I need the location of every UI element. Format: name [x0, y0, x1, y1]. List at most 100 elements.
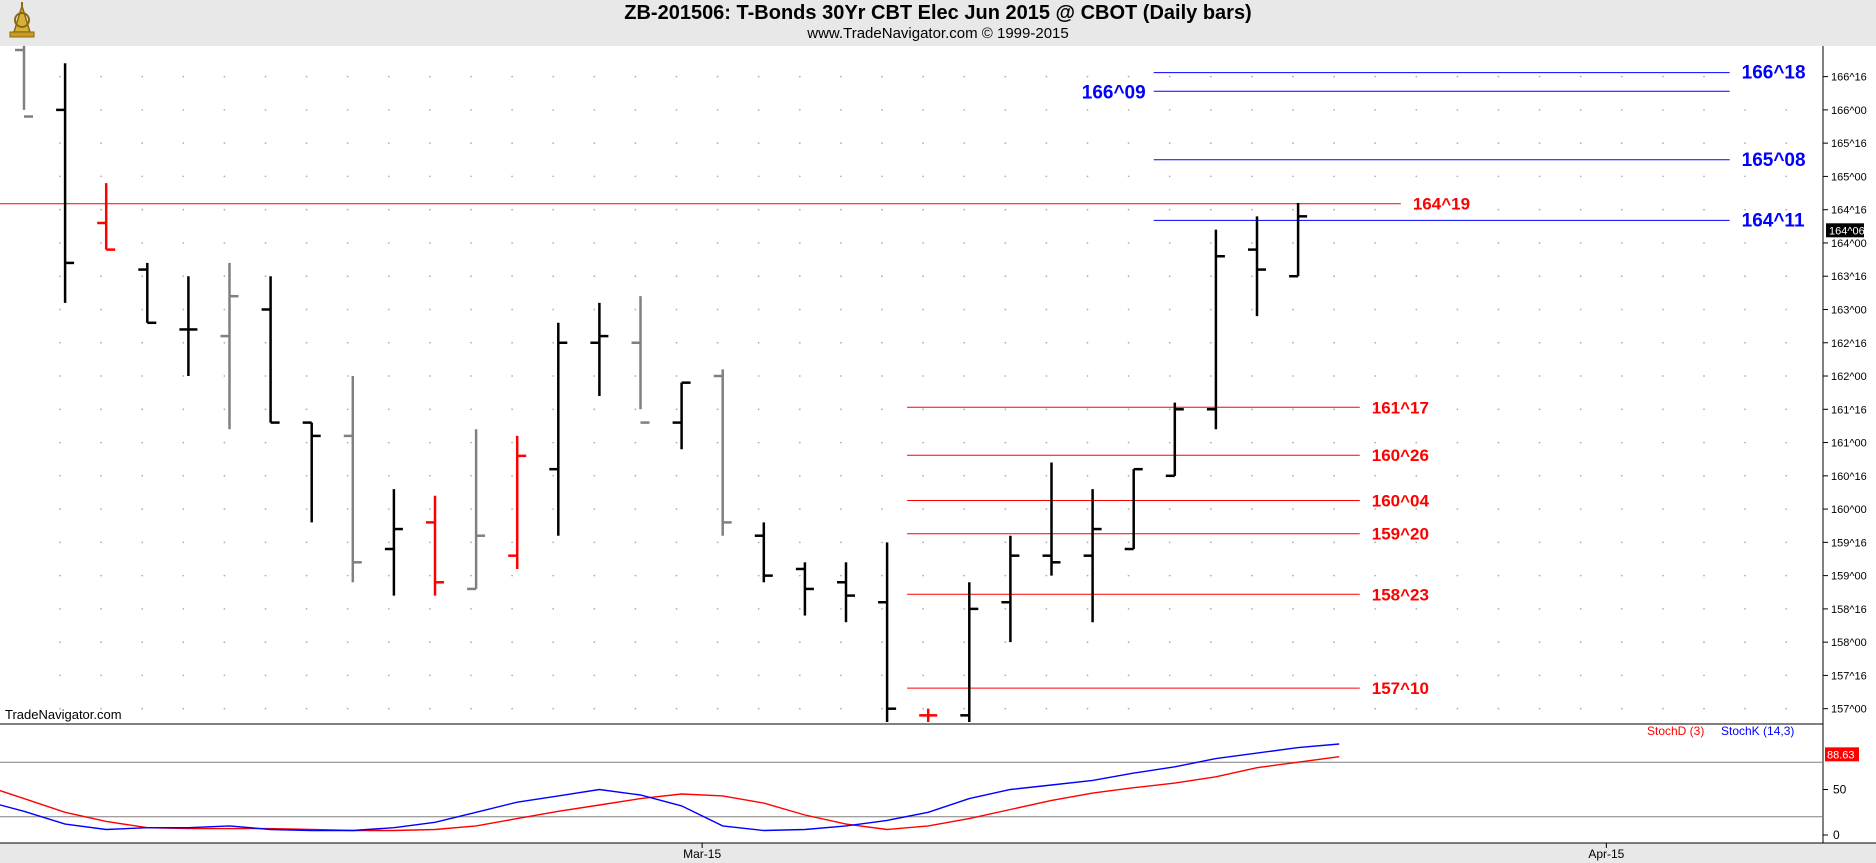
grid-dot — [1415, 75, 1418, 78]
grid-dot — [470, 275, 472, 278]
grid-dot — [387, 408, 390, 411]
grid-dot — [305, 441, 308, 444]
grid-dot — [1333, 674, 1335, 677]
grid-dot — [1209, 208, 1212, 211]
grid-dot — [757, 175, 760, 178]
grid-dot — [1662, 441, 1664, 444]
grid-dot — [1374, 308, 1377, 311]
grid-dot — [141, 707, 144, 710]
grid-dot — [552, 608, 555, 610]
grid-dot — [1292, 109, 1294, 111]
grid-dot — [1045, 175, 1048, 178]
grid-dot — [1497, 75, 1500, 78]
grid-dot — [1374, 641, 1377, 644]
grid-dot — [141, 275, 144, 278]
grid-dot — [1620, 541, 1623, 544]
grid-dot — [1579, 674, 1582, 677]
grid-dot — [305, 142, 308, 145]
grid-dot — [511, 242, 513, 244]
price-tick-label: 157^16 — [1831, 670, 1867, 682]
grid-dot — [1620, 508, 1623, 510]
grid-dot — [593, 641, 596, 644]
grid-dot — [387, 208, 390, 211]
price-bars — [15, 46, 1308, 722]
grid-dot — [1662, 641, 1664, 644]
grid-dot — [963, 208, 966, 211]
grid-dot — [1785, 242, 1788, 244]
target-label: 165^08 — [1742, 150, 1806, 171]
grid-dot — [1333, 142, 1335, 145]
grid-dot — [1415, 441, 1418, 444]
grid-dot — [141, 508, 144, 510]
grid-dot — [963, 308, 966, 311]
grid-dot — [1662, 541, 1664, 544]
grid-dot — [305, 341, 308, 344]
grid-dot — [1620, 175, 1623, 178]
grid-dot — [1127, 574, 1130, 577]
grid-dot — [1333, 375, 1335, 377]
grid-dot — [1662, 242, 1664, 244]
grid-dot — [1538, 75, 1541, 78]
grid-dot — [881, 707, 883, 710]
grid-dot — [1744, 109, 1746, 111]
grid-dot — [1456, 474, 1459, 477]
grid-dot — [1744, 341, 1746, 344]
grid-dot — [264, 109, 267, 111]
grid-dot — [264, 541, 267, 544]
grid-dot — [1415, 608, 1418, 610]
grid-dot — [757, 608, 760, 610]
grid-dot — [922, 474, 924, 477]
grid-dot — [1333, 474, 1335, 477]
grid-dot — [1333, 408, 1335, 411]
grid-dot — [305, 308, 308, 311]
date-axis: Mar-15 Apr-15 — [683, 843, 1625, 861]
grid-dot — [100, 608, 102, 610]
grid-dot — [346, 308, 349, 311]
grid-dot — [182, 109, 185, 111]
grid-dot — [1045, 341, 1048, 344]
grid-dot — [1538, 441, 1541, 444]
fib-label: 161^17 — [1372, 398, 1429, 417]
grid-dot — [429, 574, 431, 577]
grid-dot — [1004, 707, 1007, 710]
grid-dot — [757, 541, 760, 544]
grid-dot — [1456, 508, 1459, 510]
grid-dot — [1251, 208, 1253, 211]
grid-dot — [1086, 508, 1089, 510]
fib-label: 164^19 — [1413, 195, 1470, 214]
grid-dot — [922, 175, 924, 178]
grid-dot — [1168, 175, 1171, 178]
grid-dot — [1333, 75, 1335, 78]
grid-dot — [223, 641, 226, 644]
grid-dot — [1662, 707, 1664, 710]
grid-dot — [716, 109, 719, 111]
grid-dot — [1620, 441, 1623, 444]
grid-dot — [1209, 308, 1212, 311]
grid-dot — [634, 707, 637, 710]
grid-dot — [963, 474, 966, 477]
grid-dot — [59, 375, 61, 377]
grid-dot — [1127, 341, 1130, 344]
grid-dot — [1168, 541, 1171, 544]
grid-dot — [1004, 508, 1007, 510]
grid-dot — [1333, 341, 1335, 344]
grid-dot — [1251, 541, 1253, 544]
grid-dot — [1045, 142, 1048, 145]
grid-dot — [881, 175, 883, 178]
grid-dot — [223, 208, 226, 211]
grid-dot — [1127, 408, 1130, 411]
grid-dot — [593, 707, 596, 710]
fib-label: 159^20 — [1372, 525, 1429, 544]
grid-dot — [1662, 574, 1664, 577]
grid-dot — [593, 175, 596, 178]
grid-dot — [429, 275, 431, 278]
grid-dot — [552, 408, 555, 411]
grid-dot — [922, 574, 924, 577]
grid-dot — [1538, 175, 1541, 178]
grid-dot — [593, 508, 596, 510]
grid-dot — [100, 408, 102, 411]
grid-dot — [141, 541, 144, 544]
grid-dot — [1251, 275, 1253, 278]
price-tick-label: 163^00 — [1831, 304, 1867, 316]
grid-dot — [1744, 408, 1746, 411]
